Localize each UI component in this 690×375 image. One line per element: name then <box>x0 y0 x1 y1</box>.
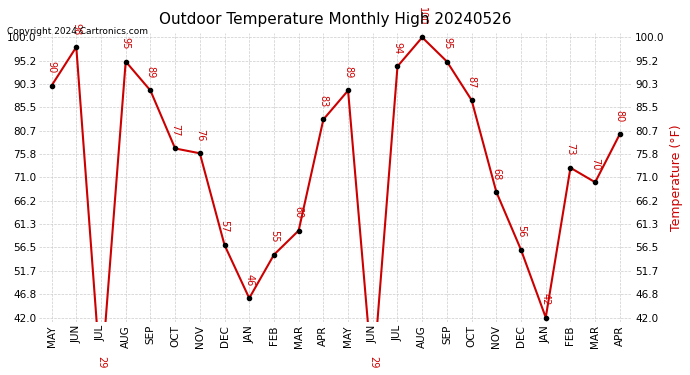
Text: 95: 95 <box>121 37 130 50</box>
Text: 89: 89 <box>146 66 155 78</box>
Text: 98: 98 <box>71 23 81 35</box>
Title: Outdoor Temperature Monthly High 20240526: Outdoor Temperature Monthly High 2024052… <box>159 12 512 27</box>
Text: 57: 57 <box>219 220 230 233</box>
Text: 90: 90 <box>47 62 57 74</box>
Text: 76: 76 <box>195 129 205 141</box>
Text: 46: 46 <box>244 274 254 286</box>
Text: 68: 68 <box>491 168 502 180</box>
Text: 29: 29 <box>96 356 106 368</box>
Text: Copyright 2024 Cartronics.com: Copyright 2024 Cartronics.com <box>7 27 148 36</box>
Text: 89: 89 <box>343 66 353 78</box>
Text: 56: 56 <box>516 225 526 238</box>
Y-axis label: Temperature (°F): Temperature (°F) <box>670 124 683 231</box>
Text: 100: 100 <box>417 7 427 25</box>
Text: 77: 77 <box>170 124 180 136</box>
Text: 87: 87 <box>466 76 477 88</box>
Text: 73: 73 <box>565 143 575 156</box>
Text: 83: 83 <box>318 95 328 107</box>
Text: 80: 80 <box>615 110 625 122</box>
Text: 95: 95 <box>442 37 452 50</box>
Text: 29: 29 <box>368 356 378 368</box>
Text: 94: 94 <box>393 42 402 54</box>
Text: 70: 70 <box>590 158 600 170</box>
Text: 60: 60 <box>294 206 304 219</box>
Text: 42: 42 <box>541 293 551 305</box>
Text: 55: 55 <box>269 230 279 243</box>
